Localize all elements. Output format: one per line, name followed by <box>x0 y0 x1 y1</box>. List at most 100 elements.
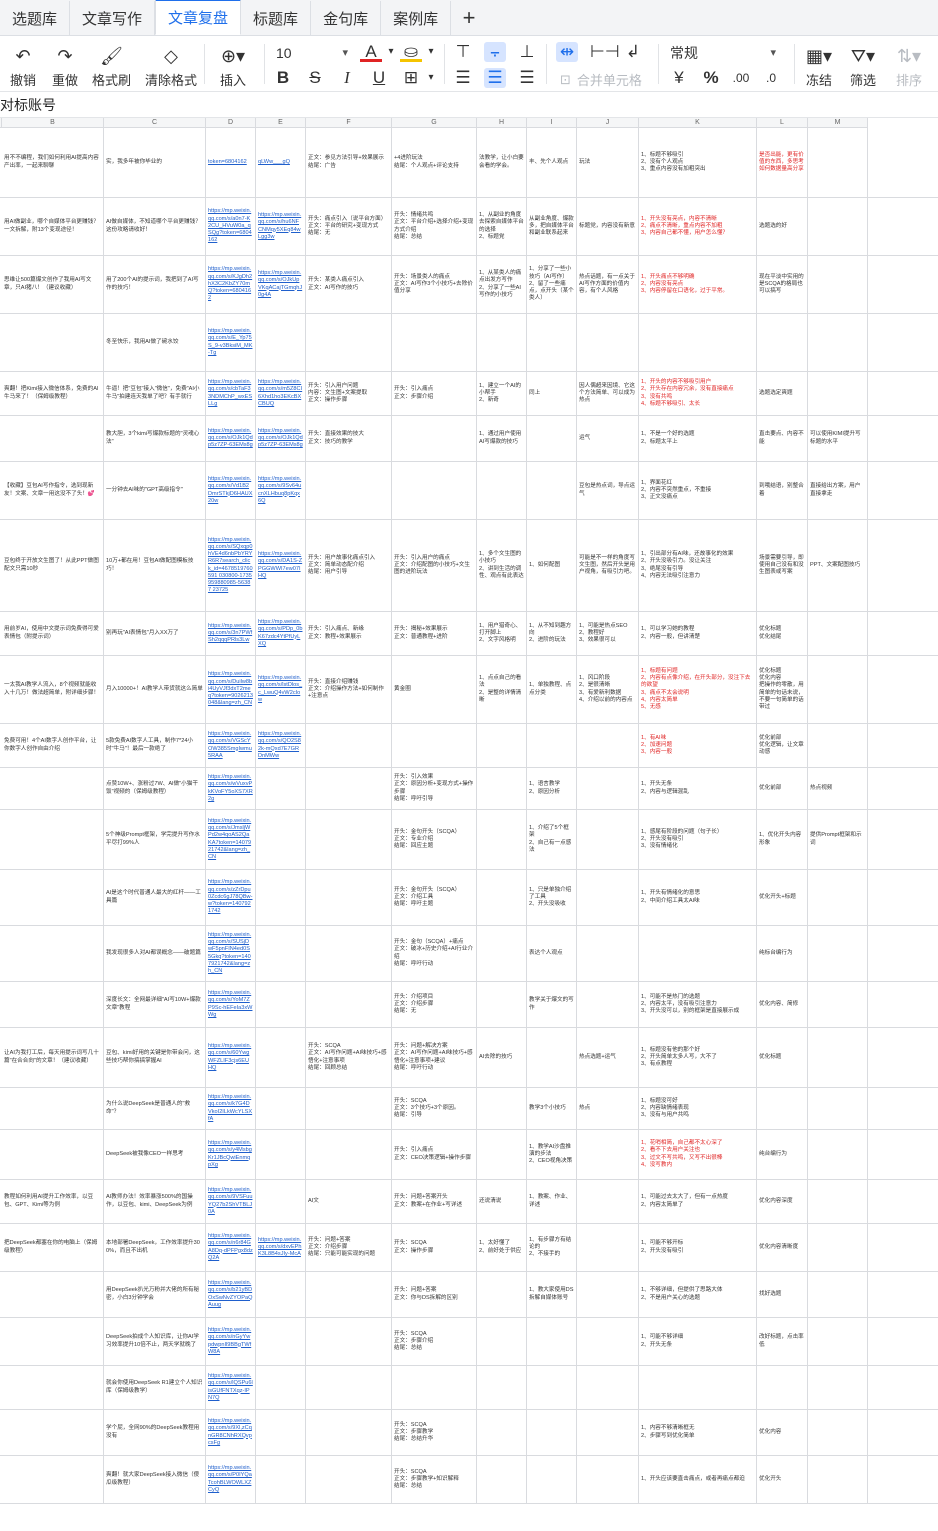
cell-h[interactable] <box>477 1410 527 1455</box>
cell-c[interactable]: 一分钟去AI味的"GPT高级指令" <box>104 462 206 519</box>
cell-f[interactable]: 开头：SCQA 正文：AI写作问题+AI味技巧+感悟化+注意事项 结尾：回顾总结 <box>306 1028 392 1087</box>
cell-l[interactable]: 优化前部 <box>757 768 808 809</box>
cell-m[interactable] <box>808 1130 868 1179</box>
cell-i[interactable]: 丰、先个人观点 <box>527 128 577 197</box>
cell-m[interactable] <box>808 314 868 371</box>
cell-m[interactable]: 热点视频 <box>808 768 868 809</box>
cell-g[interactable] <box>392 1366 477 1409</box>
cell-f[interactable] <box>306 768 392 809</box>
cell-h[interactable]: 1、建立一个AI的小帮手 2、新奇 <box>477 372 527 415</box>
cell-e[interactable] <box>256 1130 306 1179</box>
cell-j[interactable]: 豆包是热点词，导点运气 <box>577 462 639 519</box>
cell-e[interactable] <box>256 926 306 981</box>
cell-h[interactable]: 还说清说 <box>477 1180 527 1223</box>
cell-j[interactable]: 热点话题，有一点关于AI写作方面的价值内容，有个人风格 <box>577 256 639 313</box>
cell-h[interactable] <box>477 1272 527 1317</box>
merge-cells-button[interactable]: ⊡ 合并单元格 <box>560 71 642 89</box>
cell-h[interactable]: 1、从某类人的痛点出发方写作 2、分享了一些AI写作的小技巧 <box>477 256 527 313</box>
cell-i[interactable]: 1、分享了一些小技巧（AI写作） 2、留了一些痛点，点开头（某个类人） <box>527 256 577 313</box>
cell-l[interactable]: 优化标题 优化结尾 <box>757 612 808 655</box>
cell-d[interactable]: https://mp.weixin.qq.com/s/YoM7ZP9Sc-hEF… <box>206 982 256 1027</box>
cell-c[interactable]: 豆包、kimi好用的关键是你带会问，这些技巧帮你搞搞掌握AI <box>104 1028 206 1087</box>
cell-g[interactable] <box>392 416 477 461</box>
cell-h[interactable] <box>477 314 527 371</box>
cell-k[interactable]: 1、可能过去太大了，但有一点热度 2、内容太简单了 <box>639 1180 757 1223</box>
column-header-k[interactable]: K <box>639 118 757 127</box>
cell-i[interactable]: 1、只是单独介绍了工具 2、开头没吸收 <box>527 870 577 925</box>
wrap-text-icon[interactable]: ↲ <box>625 42 641 61</box>
cell-i[interactable]: 1、教大家使用DS拆解自媒体账号 <box>527 1272 577 1317</box>
column-header-g[interactable]: G <box>392 118 477 127</box>
cell-g[interactable]: 开头：金句（SCQA）+痛点 正文：破冰+历史介绍+AI行业介绍 结尾：呼吁行动 <box>392 926 477 981</box>
cell-i[interactable]: 教学关于爆文的写作 <box>527 982 577 1027</box>
cell-k[interactable]: 1、感尾有阶段的问题（句子长） 2、开头没有吸引 3、没有情绪化 <box>639 810 757 869</box>
align-top-icon[interactable]: ⊤ <box>455 42 471 61</box>
tab-article-writing[interactable]: 文章写作 <box>70 1 156 35</box>
cell-g[interactable]: 开头：问题+答案 正文：你与DS拆解的区别 <box>392 1272 477 1317</box>
cell-b[interactable] <box>2 1410 104 1455</box>
cell-d[interactable]: https://mp.weixin.qq.com/s/cbTaF33NDMChP… <box>206 372 256 415</box>
cell-h[interactable] <box>477 1366 527 1409</box>
tab-quote-library[interactable]: 金句库 <box>311 1 382 35</box>
cell-k[interactable]: 1、可能不够详细 2、开头无条 <box>639 1318 757 1365</box>
cell-e[interactable] <box>256 1028 306 1087</box>
cell-j[interactable] <box>577 982 639 1027</box>
cell-k[interactable]: 1、标题有问题 2、内容有点像介绍，在开头部分，没注下去的欲望 3、痛点不太会说明 4… <box>639 656 757 723</box>
cell-d[interactable]: https://mp.weixin.qq.com/s/lQSPu6lisGUfF… <box>206 1366 256 1409</box>
cell-m[interactable] <box>808 1028 868 1087</box>
cell-e[interactable]: https://mp.weixin.qq.com/s/OJk1Qdp5z7ZP-… <box>256 416 306 461</box>
cell-l[interactable] <box>757 1088 808 1129</box>
cell-i[interactable] <box>527 416 577 461</box>
cell-d[interactable]: https://mp.weixin.qq.com/s/OJk1Qdp5z7ZP-… <box>206 416 256 461</box>
column-header-e[interactable]: E <box>256 118 306 127</box>
cell-i[interactable] <box>527 314 577 371</box>
column-header-h[interactable]: H <box>477 118 527 127</box>
cell-c[interactable]: 为什么说DeepSeek是普通人的"救命"？ <box>104 1088 206 1129</box>
column-header-b[interactable]: B <box>2 118 104 127</box>
cell-j[interactable] <box>577 810 639 869</box>
cell-i[interactable] <box>527 1410 577 1455</box>
column-header-f[interactable]: F <box>306 118 392 127</box>
cell-c[interactable]: 5款免费AI数字人工具，制作7*24小时"牛马"！最后一款绝了 <box>104 724 206 767</box>
cell-c[interactable]: 用了200个AI的提示词，我把到了AI写作的技巧！ <box>104 256 206 313</box>
cell-b[interactable] <box>2 1456 104 1503</box>
cell-g[interactable]: 开头：引入效果 正文：原因分析+变现方式+操作步骤 结尾：呼吁引导 <box>392 768 477 809</box>
cell-i[interactable] <box>527 1028 577 1087</box>
cell-e[interactable]: https://mp.weixin.qq.com/s/hu6NFCNMqy5XE… <box>256 198 306 255</box>
cell-m[interactable]: PPT、文案配图技巧 <box>808 520 868 611</box>
cell-f[interactable]: AI文 <box>306 1180 392 1223</box>
cell-e[interactable]: https://mp.weixin.qq.com/s/PDp_0bK67zdc4… <box>256 612 306 655</box>
cell-e[interactable]: https://mp.weixin.qq.com/s/9Sv64ucnXLHbu… <box>256 462 306 519</box>
cell-e[interactable] <box>256 1180 306 1223</box>
cell-k[interactable]: 1、可能不够开标 2、开头没有吸引 <box>639 1224 757 1271</box>
cell-g[interactable] <box>392 724 477 767</box>
cell-f[interactable] <box>306 1088 392 1129</box>
cell-d[interactable]: https://mp.weixin.qq.com/s/k7G4DVkoI2ILk… <box>206 1088 256 1129</box>
cell-d[interactable]: https://mp.weixin.qq.com/s/SUSjDwF5pnFIN… <box>206 926 256 981</box>
cell-l[interactable]: 是否出能，更有价值的东西，多思考如何数据量高分享 <box>757 128 808 197</box>
cell-k[interactable]: 1、开头的内容不够吸引用户 2、开头存在内容冗余，没有直接痛点 3、没有共鸣 4、标题… <box>639 372 757 415</box>
cell-c[interactable]: 深度长文：全网最详细"AI写10W+爆款文章"教程 <box>104 982 206 1027</box>
cell-f[interactable]: 开头：用户故事化痛点引入 正文：简单动态配介绍 结尾：用户引导 <box>306 520 392 611</box>
cell-d[interactable]: https://mp.weixin.qq.com/s/n6r84GA8Dq-dP… <box>206 1224 256 1271</box>
cell-d[interactable]: https://mp.weixin.qq.com/s/wVuxvPkKVoFY5… <box>206 768 256 809</box>
cell-f[interactable] <box>306 926 392 981</box>
cell-l[interactable]: 场景需要引导，即使用自己没有和没生图表或写案 <box>757 520 808 611</box>
cell-l[interactable]: 优化前部 优化逻辑，让文章动感 <box>757 724 808 767</box>
cell-h[interactable]: 1、用户猎奇心、打开脚上 2、文字风格明 <box>477 612 527 655</box>
cell-b[interactable]: 用不不编程，我们如何利用AI提高内容产出率，一起来聊聊 <box>2 128 104 197</box>
cell-m[interactable] <box>808 1272 868 1317</box>
font-color-button[interactable]: A <box>360 42 382 62</box>
cell-b[interactable]: 【收藏】豆包AI写作指令，选到现新友！文案、文章一用这没不了头！💕 <box>2 462 104 519</box>
add-tab-button[interactable]: + <box>462 5 476 30</box>
cell-c[interactable]: 我发现很多人对AI都误概念——破题篇 <box>104 926 206 981</box>
cell-c[interactable]: 用DeepSeek扒光万粉并大佬的所有秘密，小白3分钟学会 <box>104 1272 206 1317</box>
cell-c[interactable]: DeepSeek被我像CEO一样思考 <box>104 1130 206 1179</box>
cell-i[interactable] <box>527 462 577 519</box>
cell-m[interactable] <box>808 1366 868 1409</box>
cell-j[interactable] <box>577 1130 639 1179</box>
cell-k[interactable] <box>639 314 757 371</box>
border-button[interactable]: ⊞ <box>403 68 419 87</box>
cell-d[interactable]: https://mp.weixin.qq.com/s/60YwgWFZLIF3c… <box>206 1028 256 1087</box>
cell-e[interactable] <box>256 982 306 1027</box>
